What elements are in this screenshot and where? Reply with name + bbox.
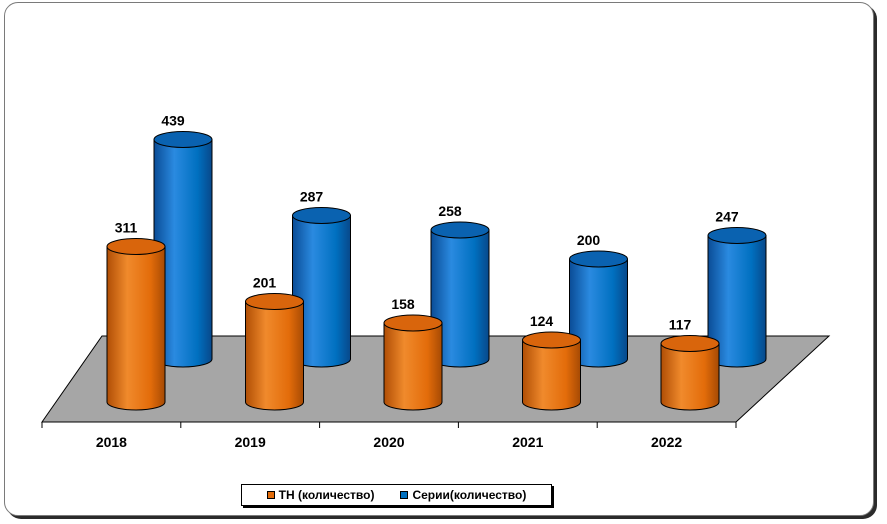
data-label-orange-2018: 311 (115, 220, 138, 236)
x-tick-label-2018: 2018 (96, 434, 127, 450)
x-tick-label-2021: 2021 (512, 434, 543, 450)
legend-item-th: ТН (количество) (266, 488, 375, 502)
legend-label-series: Серии(количество) (412, 488, 527, 502)
x-tick-label-2019: 2019 (235, 434, 266, 450)
data-label-blue-2022: 247 (715, 209, 739, 225)
data-label-orange-2021: 124 (530, 313, 554, 329)
bar-blue-2022 (707, 227, 767, 368)
bar-blue-2020 (430, 221, 490, 368)
bar-blue-2021 (569, 250, 628, 368)
legend-swatch-blue (400, 491, 409, 499)
data-label-orange-2022: 117 (669, 317, 692, 333)
x-tick-label-2022: 2022 (651, 434, 682, 450)
data-label-blue-2020: 258 (438, 203, 462, 219)
bar-orange-2020 (383, 314, 443, 411)
bar-orange-2019 (245, 293, 304, 411)
data-label-orange-2019: 201 (253, 275, 277, 291)
bar-orange-2021 (522, 331, 581, 411)
legend-label-th: ТН (количество) (278, 488, 375, 502)
legend-item-series: Серии(количество) (400, 488, 526, 502)
bar-blue-2019 (292, 207, 351, 368)
x-tick-label-2020: 2020 (373, 434, 404, 450)
bar-orange-2018 (106, 238, 166, 411)
data-label-blue-2019: 287 (300, 189, 324, 205)
data-label-orange-2020: 158 (391, 296, 415, 312)
data-label-blue-2018: 439 (161, 113, 185, 129)
legend: ТН (количество) Серии(количество) (241, 484, 552, 506)
bar-blue-2018 (153, 131, 213, 368)
data-label-blue-2021: 200 (577, 232, 601, 248)
legend-swatch-orange (266, 491, 275, 499)
bar-orange-2022 (660, 335, 720, 411)
